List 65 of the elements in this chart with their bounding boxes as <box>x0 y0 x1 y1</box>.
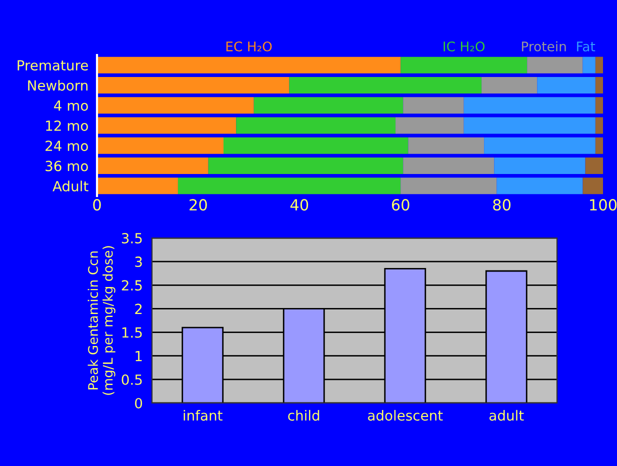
y-tick-label: 2 <box>135 304 142 314</box>
series-label: IC H₂O <box>444 41 485 52</box>
bar <box>236 117 396 134</box>
x-tick-label: 60 <box>392 199 410 211</box>
y-tick-label: Adult <box>52 180 88 192</box>
y-axis-title: Peak Gentamicin Ccn (mg/L per mg/kg dose) <box>88 246 116 395</box>
y-tick-label: 0.5 <box>122 374 142 385</box>
y-tick-label: Newborn <box>28 80 88 91</box>
series-label: Fat <box>577 42 596 52</box>
y-tick-label: 2.5 <box>122 280 142 291</box>
bar <box>396 117 464 134</box>
x-tick-label: child <box>288 410 320 421</box>
bar <box>97 56 401 74</box>
bar <box>97 158 208 174</box>
bar <box>595 117 603 134</box>
bar <box>595 76 603 94</box>
bar <box>289 76 482 94</box>
bar <box>400 178 497 194</box>
y-tick-label: 4 mo <box>54 100 88 111</box>
bar <box>208 158 404 174</box>
bar <box>408 137 484 154</box>
y-tick-label: 1 <box>136 351 142 362</box>
series-label: Protein <box>522 41 566 52</box>
bar <box>527 56 583 74</box>
bar <box>97 117 236 134</box>
bar <box>178 178 401 194</box>
x-tick-label: adolescent <box>368 410 443 421</box>
series-label: EC H₂O <box>226 41 272 52</box>
bar <box>582 56 596 74</box>
x-tick-label: 100 <box>590 199 617 211</box>
bar <box>585 158 603 174</box>
bar <box>464 97 596 114</box>
bar <box>97 76 290 94</box>
y-tick-label: Premature <box>18 60 88 71</box>
x-tick-label: 40 <box>290 199 308 211</box>
y-tick-label: 1.5 <box>122 327 142 338</box>
y-tick-label: 24 mo <box>46 140 88 152</box>
bar <box>400 56 528 74</box>
y-tick-label: 12 mo <box>46 120 88 131</box>
bar <box>97 178 178 194</box>
y-tick-label: 0 <box>135 398 142 408</box>
bar <box>482 76 538 94</box>
bar <box>595 137 603 154</box>
x-tick-label: adult <box>489 410 524 421</box>
bar <box>403 158 494 174</box>
bar <box>595 56 603 74</box>
bar <box>97 97 254 114</box>
x-tick-label: 0 <box>93 199 101 211</box>
y-tick-label: 3.5 <box>122 232 142 244</box>
y-tick-label: 3 <box>135 256 142 268</box>
x-tick-label: 20 <box>190 199 207 211</box>
bar <box>595 97 603 114</box>
bar <box>582 178 603 194</box>
bar <box>464 117 596 134</box>
bar <box>97 137 224 154</box>
bar <box>496 178 583 194</box>
bar <box>224 137 408 154</box>
x-tick-label: infant <box>184 410 222 421</box>
bar <box>537 76 596 94</box>
bar <box>254 97 404 114</box>
bar <box>484 137 596 154</box>
bar <box>403 97 464 114</box>
y-tick-label: 36 mo <box>46 160 88 172</box>
x-tick-label: 80 <box>493 199 511 211</box>
bar <box>494 158 586 174</box>
